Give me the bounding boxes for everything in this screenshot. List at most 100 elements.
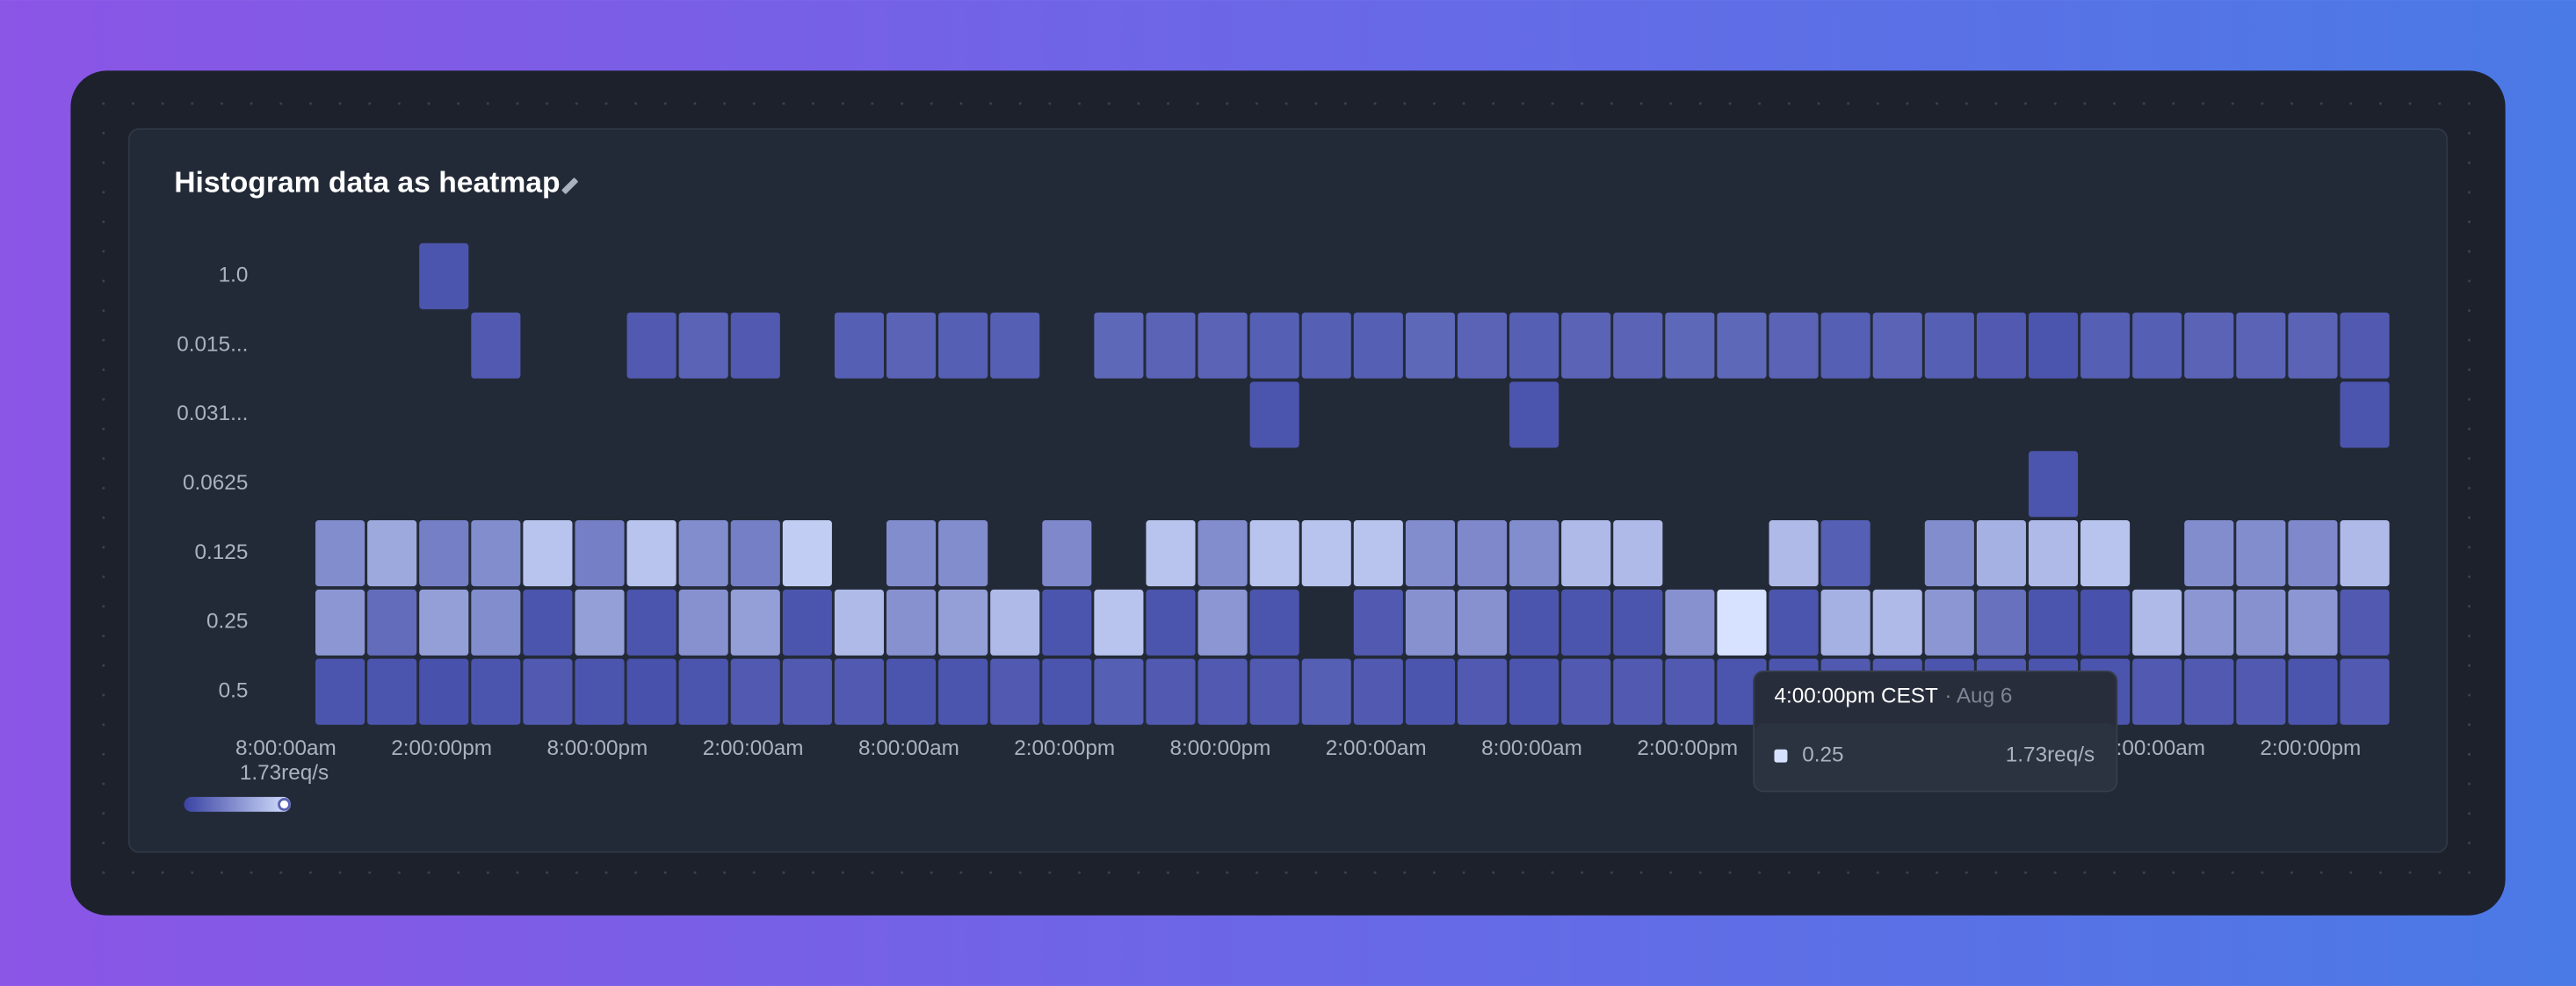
heatmap-cell: [730, 658, 780, 725]
legend-gradient: [184, 796, 291, 812]
heatmap-cell: [2184, 520, 2234, 587]
tooltip-time: 4:00:00pm CEST: [1774, 684, 1938, 707]
heatmap-cell: [1769, 520, 1819, 587]
heatmap-cell: [1717, 589, 1767, 656]
heatmap-cell: [1872, 312, 1922, 379]
heatmap-cell: [1665, 589, 1715, 656]
heatmap-cell: [886, 658, 937, 725]
heatmap-cell: [730, 312, 780, 379]
heatmap-cell: [938, 520, 988, 587]
edit-icon[interactable]: [561, 178, 578, 194]
heatmap-cell: [1613, 658, 1663, 725]
heatmap-cell: [2028, 312, 2079, 379]
heatmap-cell: [1249, 381, 1299, 448]
heatmap-cell: [1405, 520, 1455, 587]
heatmap-cell: [1353, 658, 1403, 725]
heatmap-cell: [1665, 312, 1715, 379]
heatmap-cell: [1509, 589, 1559, 656]
heatmap-cell: [2028, 520, 2079, 587]
heatmap-cell: [2028, 589, 2079, 656]
heatmap-cell: [1405, 589, 1455, 656]
heatmap-cell: [315, 658, 365, 725]
heatmap-cell: [886, 589, 937, 656]
heatmap-cell: [2340, 312, 2390, 379]
heatmap-cell: [1976, 589, 2026, 656]
heatmap-cell: [1457, 589, 1508, 656]
heatmap-cell: [678, 520, 728, 587]
heatmap-cell: [2184, 658, 2234, 725]
heatmap-cell: [2288, 520, 2338, 587]
heatmap-cell: [1509, 381, 1559, 448]
heatmap-cell: [1301, 658, 1351, 725]
heatmap-cell: [678, 589, 728, 656]
heatmap-cell: [2080, 589, 2131, 656]
heatmap-cell: [1094, 658, 1144, 725]
x-tick-label: 8:00:00pm: [546, 736, 648, 760]
heatmap-cell: [2184, 312, 2234, 379]
heatmap-cell: [419, 520, 469, 587]
y-tick-label: 0.5: [219, 678, 249, 702]
heatmap-cell: [1717, 312, 1767, 379]
tooltip-bucket: 0.25: [1802, 743, 1843, 767]
x-tick-label: 8:00:00am: [2104, 736, 2205, 760]
heatmap-cell: [938, 589, 988, 656]
heatmap-cell: [2340, 658, 2390, 725]
y-tick-label: 1.0: [219, 264, 249, 287]
heatmap-cell: [2184, 589, 2234, 656]
heatmap-cell: [678, 312, 728, 379]
heatmap-cell: [367, 658, 417, 725]
tooltip-swatch: [1774, 749, 1788, 763]
tooltip-value: 1.73req/s: [2006, 743, 2095, 767]
heatmap-cell: [626, 520, 677, 587]
heatmap-cell: [782, 589, 832, 656]
heatmap-cell: [834, 658, 885, 725]
heatmap-cell: [471, 658, 521, 725]
heatmap-cell: [419, 243, 469, 309]
heatmap-cell: [626, 312, 677, 379]
heatmap-cell: [1146, 520, 1196, 587]
heatmap-cell: [1613, 589, 1663, 656]
heatmap-cell: [367, 520, 417, 587]
heatmap-cell: [1146, 312, 1196, 379]
x-tick-label: 2:00:00pm: [391, 736, 492, 760]
heatmap-cell: [2340, 381, 2390, 448]
heatmap-cell: [471, 312, 521, 379]
heatmap-cell: [1613, 520, 1663, 587]
heatmap-cell: [886, 520, 937, 587]
heatmap-cell: [1198, 658, 1248, 725]
y-tick-label: 0.031...: [177, 402, 248, 425]
heatmap-cell: [782, 520, 832, 587]
heatmap-cell: [1405, 658, 1455, 725]
heatmap-cell: [730, 520, 780, 587]
x-tick-label: 2:00:00pm: [1637, 736, 1738, 760]
heatmap-cell: [419, 658, 469, 725]
heatmap-cell: [990, 658, 1040, 725]
heatmap-cell: [834, 589, 885, 656]
heatmap-cell: [1769, 312, 1819, 379]
heatmap-cell: [2132, 589, 2182, 656]
panel-title: Histogram data as heatmap: [174, 166, 560, 199]
heatmap-cell: [1042, 658, 1092, 725]
heatmap-cell: [1665, 658, 1715, 725]
heatmap-cell: [523, 520, 573, 587]
heatmap-cell: [626, 658, 677, 725]
y-tick-label: 0.25: [206, 610, 248, 634]
heatmap-cell: [1094, 589, 1144, 656]
heatmap-cell: [315, 589, 365, 656]
heatmap-cell: [471, 589, 521, 656]
heatmap-cell: [1457, 658, 1508, 725]
heatmap-cell: [2236, 312, 2286, 379]
heatmap-cell: [678, 658, 728, 725]
heatmap-cell: [1457, 520, 1508, 587]
heatmap-cell: [2080, 520, 2131, 587]
heatmap-cell: [1249, 520, 1299, 587]
heatmap-cell: [938, 312, 988, 379]
heatmap-cell: [990, 589, 1040, 656]
heatmap-cell: [1405, 312, 1455, 379]
heatmap-cell: [1094, 312, 1144, 379]
tooltip: 4:00:00pm CEST · Aug 6 0.25 1.73req/s: [1753, 670, 2118, 793]
heatmap-cell: [2340, 589, 2390, 656]
heatmap-cell: [1249, 312, 1299, 379]
heatmap-cell: [1561, 589, 1611, 656]
